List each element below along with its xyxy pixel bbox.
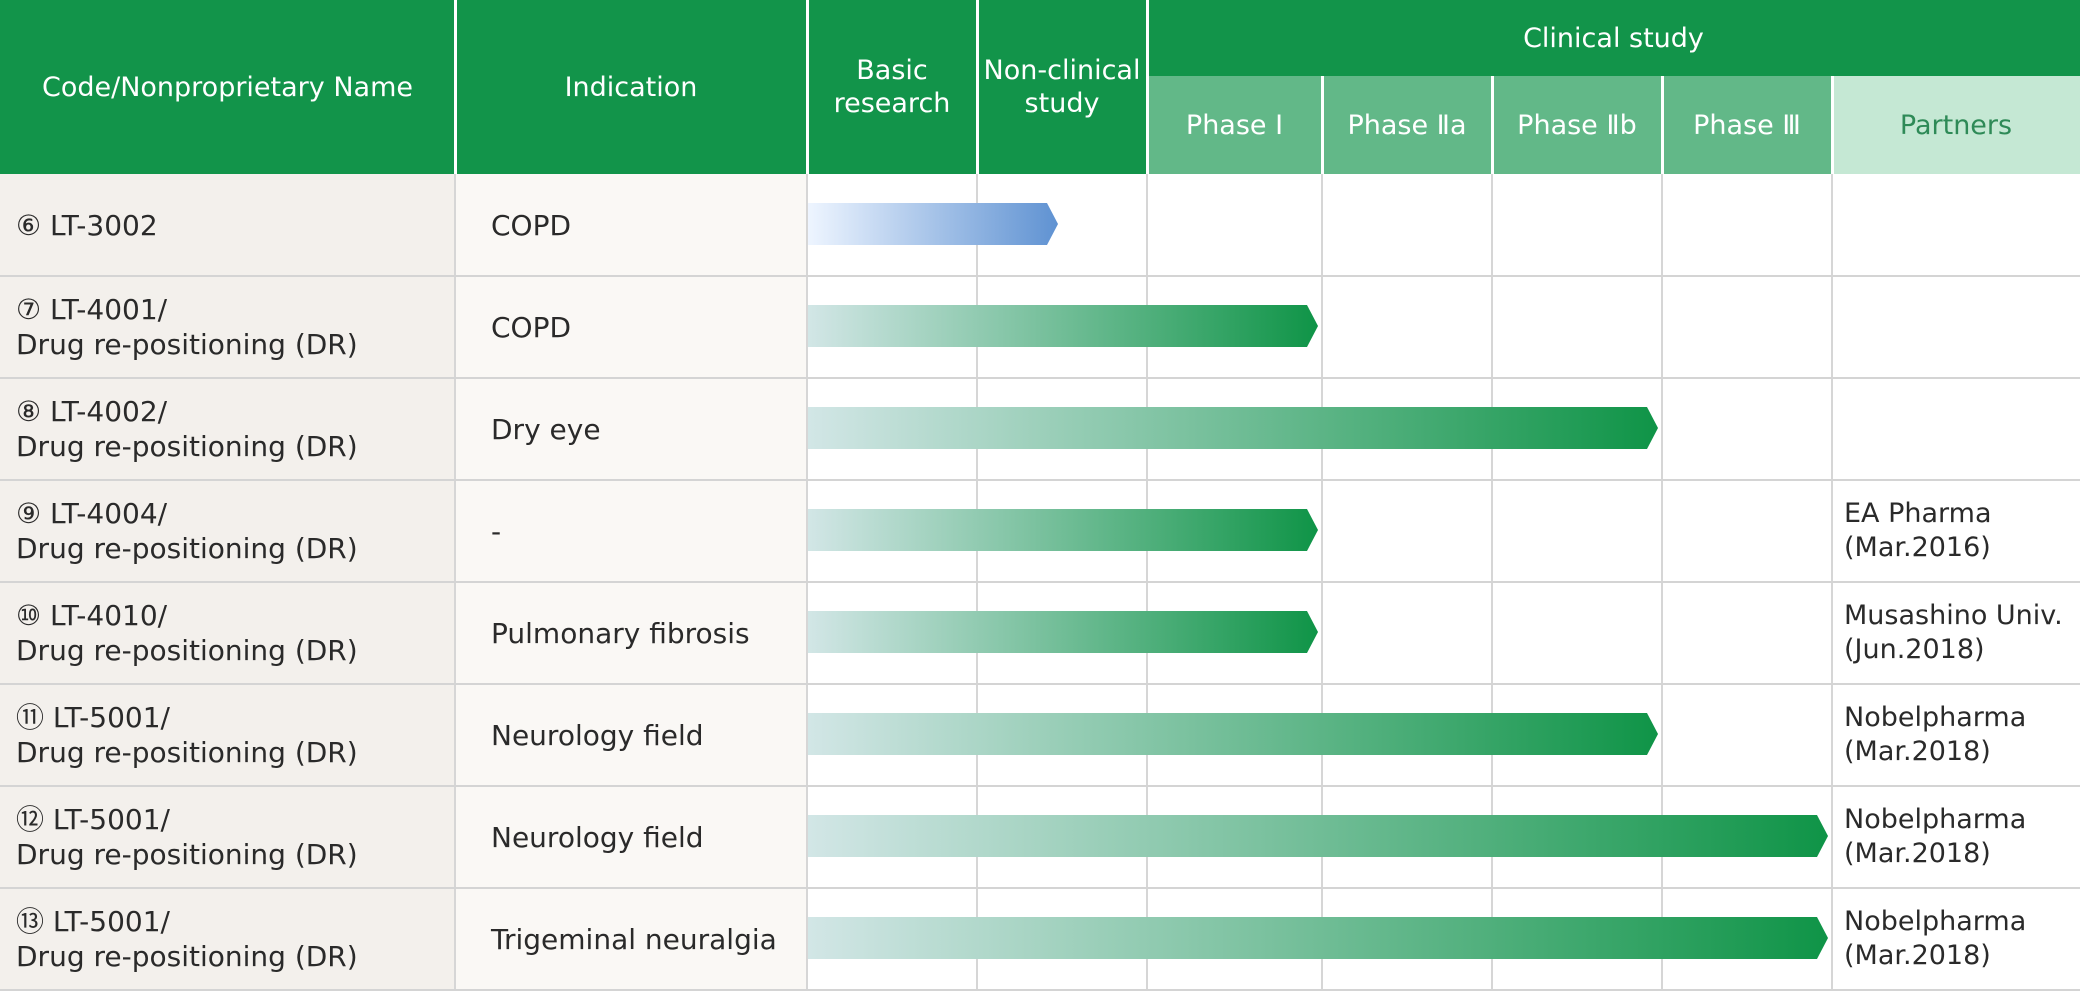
row-indication: COPD bbox=[455, 276, 807, 378]
header-phase-2b: Phase Ⅱb bbox=[1492, 76, 1662, 174]
progress-bar bbox=[808, 815, 1828, 857]
row-indication: Trigeminal neuralgia bbox=[455, 888, 807, 990]
progress-bar bbox=[808, 509, 1318, 551]
row-indication: Neurology field bbox=[455, 786, 807, 888]
header-clinical-study: Clinical study bbox=[1147, 0, 2080, 76]
row-code: ⑨ LT-4004/ Drug re-positioning (DR) bbox=[0, 480, 455, 582]
progress-bar bbox=[808, 305, 1318, 347]
row-partner: Nobelpharma (Mar.2018) bbox=[1844, 906, 2027, 971]
row-indication: Neurology field bbox=[455, 684, 807, 786]
header-partners: Partners bbox=[1832, 76, 2080, 174]
progress-bar bbox=[808, 713, 1658, 755]
progress-bar bbox=[808, 203, 1058, 245]
row-indication: COPD bbox=[455, 174, 807, 276]
header-code: Code/Nonproprietary Name bbox=[0, 0, 455, 174]
row-code: ⑫ LT-5001/ Drug re-positioning (DR) bbox=[0, 786, 455, 888]
row-partner: EA Pharma (Mar.2016) bbox=[1844, 498, 1992, 563]
row-code: ⑬ LT-5001/ Drug re-positioning (DR) bbox=[0, 888, 455, 990]
header-non-clinical: Non-clinical study bbox=[977, 0, 1147, 174]
header-indication: Indication bbox=[455, 0, 807, 174]
row-code: ⑧ LT-4002/ Drug re-positioning (DR) bbox=[0, 378, 455, 480]
header-phase-1: Phase Ⅰ bbox=[1147, 76, 1322, 174]
row-code: ⑥ LT-3002 bbox=[0, 174, 455, 276]
row-partner: Nobelpharma (Mar.2018) bbox=[1844, 804, 2027, 869]
header-basic-research: Basic research bbox=[807, 0, 977, 174]
header-phase-3: Phase Ⅲ bbox=[1662, 76, 1832, 174]
row-code: ⑪ LT-5001/ Drug re-positioning (DR) bbox=[0, 684, 455, 786]
progress-bar bbox=[808, 611, 1318, 653]
header-phase-2a: Phase Ⅱa bbox=[1322, 76, 1492, 174]
row-code: ⑩ LT-4010/ Drug re-positioning (DR) bbox=[0, 582, 455, 684]
row-partner: Musashino Univ. (Jun.2018) bbox=[1844, 600, 2063, 665]
progress-bar bbox=[808, 917, 1828, 959]
progress-bar bbox=[808, 407, 1658, 449]
row-indication: Pulmonary fibrosis bbox=[455, 582, 807, 684]
row-indication: - bbox=[455, 480, 807, 582]
row-indication: Dry eye bbox=[455, 378, 807, 480]
row-partner: Nobelpharma (Mar.2018) bbox=[1844, 702, 2027, 767]
row-code: ⑦ LT-4001/ Drug re-positioning (DR) bbox=[0, 276, 455, 378]
